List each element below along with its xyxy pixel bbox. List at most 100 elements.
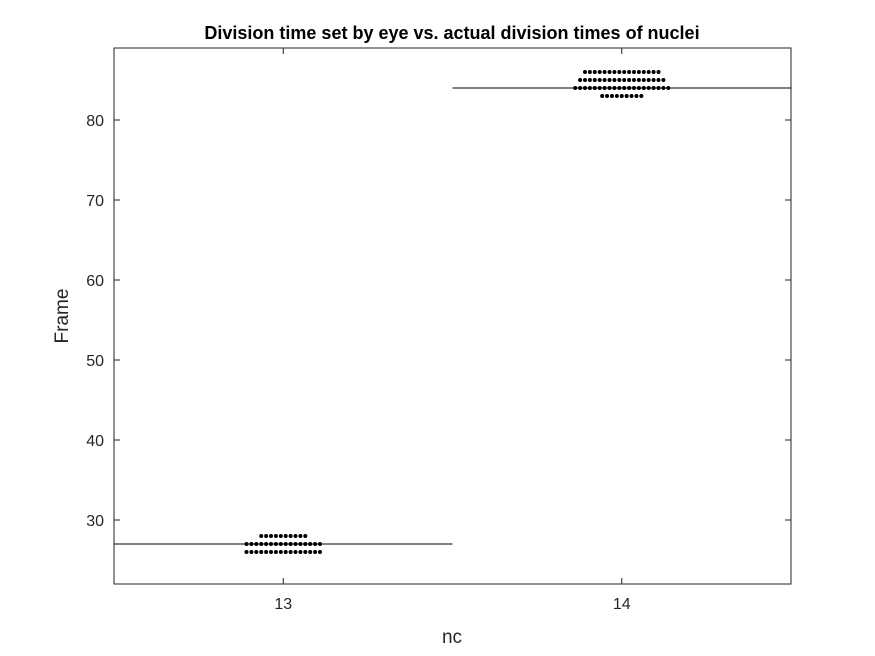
data-point (602, 86, 607, 90)
data-point (602, 78, 607, 82)
data-point (298, 534, 303, 538)
data-point (583, 78, 587, 82)
data-point (293, 534, 298, 538)
data-point (641, 70, 646, 74)
x-tick-label: 13 (274, 596, 292, 613)
data-point (573, 86, 578, 90)
data-point (578, 78, 583, 82)
data-point (293, 550, 298, 554)
data-point (612, 70, 617, 74)
data-point (269, 534, 273, 538)
data-point (298, 550, 303, 554)
data-point (283, 542, 288, 546)
x-axis-label: nc (442, 627, 462, 648)
data-point (629, 94, 634, 98)
data-point (249, 550, 254, 554)
data-point (259, 542, 264, 546)
data-point (273, 550, 278, 554)
data-point (656, 70, 661, 74)
data-point (244, 550, 249, 554)
data-point (651, 70, 656, 74)
y-tick-label: 40 (86, 433, 104, 450)
data-point (627, 70, 632, 74)
data-point (614, 94, 619, 98)
data-point (264, 534, 269, 538)
data-point (587, 86, 592, 90)
data-point (661, 86, 666, 90)
data-point (578, 86, 583, 90)
data-point (254, 550, 259, 554)
data-point (617, 70, 622, 74)
data-point (641, 86, 646, 90)
data-point (583, 70, 587, 74)
data-point (264, 550, 269, 554)
data-point (583, 86, 587, 90)
data-point (619, 94, 624, 98)
data-point (656, 86, 661, 90)
data-point (632, 86, 636, 90)
data-point (609, 94, 614, 98)
data-point (636, 78, 641, 82)
data-point (627, 86, 632, 90)
data-point (259, 550, 264, 554)
data-point (636, 70, 641, 74)
data-point (646, 78, 651, 82)
data-point (303, 542, 308, 546)
data-point (607, 86, 612, 90)
data-point (293, 542, 298, 546)
y-tick-label: 50 (86, 353, 104, 370)
data-point (632, 78, 636, 82)
data-point (592, 78, 597, 82)
data-point (244, 542, 249, 546)
data-point (283, 550, 288, 554)
data-point (634, 94, 639, 98)
data-point (617, 78, 622, 82)
data-point (602, 70, 607, 74)
data-point (605, 94, 610, 98)
data-point (651, 86, 656, 90)
data-point (264, 542, 269, 546)
chart-marks: 30 40 50 60 70 80 13 14 (86, 48, 791, 613)
data-point (269, 550, 273, 554)
data-point (612, 86, 617, 90)
data-point (587, 78, 592, 82)
data-point (666, 86, 671, 90)
y-tick-label: 80 (86, 113, 104, 130)
data-point (656, 78, 661, 82)
data-point (254, 542, 259, 546)
x-tick-label: 14 (613, 596, 631, 613)
data-point (592, 86, 597, 90)
data-point (313, 542, 318, 546)
data-point (612, 78, 617, 82)
data-point (617, 86, 622, 90)
data-point (597, 86, 602, 90)
data-point (632, 70, 636, 74)
data-point (269, 542, 273, 546)
data-point (587, 70, 592, 74)
data-point (646, 70, 651, 74)
data-point (303, 534, 308, 538)
data-point (288, 534, 293, 538)
chart-title: Division time set by eye vs. actual divi… (204, 23, 699, 43)
data-point (278, 542, 283, 546)
data-point (641, 78, 646, 82)
data-point (318, 550, 322, 554)
data-point (278, 534, 283, 538)
data-point (249, 542, 254, 546)
data-point (607, 70, 612, 74)
data-point (624, 94, 629, 98)
data-point (318, 542, 322, 546)
data-point (639, 94, 644, 98)
data-point (646, 86, 651, 90)
data-point (288, 550, 293, 554)
data-point (636, 86, 641, 90)
data-point (288, 542, 293, 546)
data-point (303, 550, 308, 554)
data-point (600, 94, 605, 98)
data-point (308, 542, 313, 546)
data-point (651, 78, 656, 82)
y-tick-label: 30 (86, 513, 104, 530)
data-point (661, 78, 666, 82)
plot-area (113, 47, 792, 585)
